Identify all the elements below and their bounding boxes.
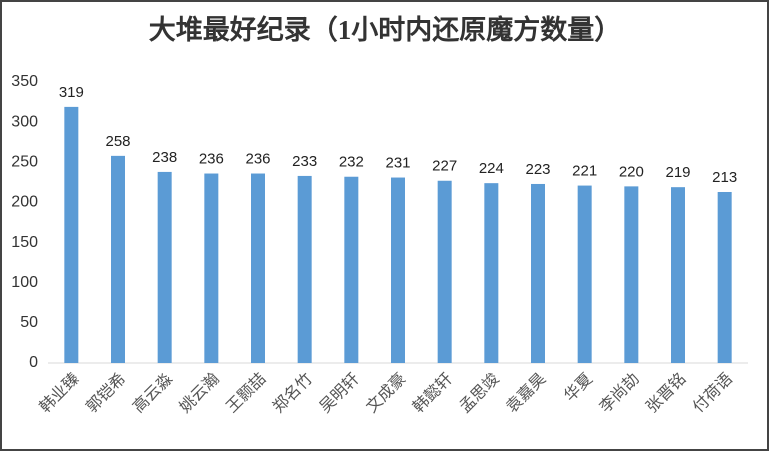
y-tick-label: 50 bbox=[20, 314, 38, 331]
bar bbox=[344, 176, 359, 363]
value-label: 224 bbox=[479, 160, 504, 177]
value-label: 233 bbox=[292, 153, 317, 170]
value-label: 258 bbox=[105, 133, 130, 150]
bar bbox=[204, 173, 219, 363]
y-tick-label: 200 bbox=[11, 194, 38, 211]
y-tick-label: 150 bbox=[11, 234, 38, 251]
bar bbox=[64, 106, 79, 363]
bar bbox=[157, 171, 172, 363]
bar bbox=[577, 185, 592, 363]
value-label: 319 bbox=[59, 84, 84, 101]
bar bbox=[437, 180, 452, 363]
value-label: 231 bbox=[385, 155, 410, 172]
bar bbox=[717, 191, 732, 363]
value-label: 223 bbox=[525, 161, 550, 178]
value-label: 213 bbox=[712, 169, 737, 186]
value-label: 219 bbox=[665, 164, 690, 181]
bar bbox=[484, 183, 499, 363]
bar bbox=[391, 177, 405, 363]
y-tick-label: 100 bbox=[11, 274, 38, 291]
chart-title: 大堆最好纪录（1小时内还原魔方数量） bbox=[149, 14, 622, 45]
value-label: 236 bbox=[199, 150, 224, 167]
value-label: 220 bbox=[619, 163, 644, 180]
bar bbox=[531, 183, 545, 363]
bar bbox=[671, 187, 685, 363]
value-label: 236 bbox=[245, 150, 270, 167]
value-label: 221 bbox=[572, 163, 597, 180]
bar bbox=[297, 175, 312, 363]
y-tick-label: 0 bbox=[29, 354, 38, 371]
bar bbox=[251, 173, 265, 363]
y-tick-label: 300 bbox=[11, 113, 38, 130]
value-label: 232 bbox=[339, 154, 364, 171]
y-tick-label: 250 bbox=[11, 154, 38, 171]
y-tick-label: 350 bbox=[11, 73, 38, 90]
bar bbox=[111, 155, 125, 363]
value-label: 227 bbox=[432, 158, 457, 175]
bar bbox=[624, 186, 639, 363]
value-label: 238 bbox=[152, 149, 177, 166]
